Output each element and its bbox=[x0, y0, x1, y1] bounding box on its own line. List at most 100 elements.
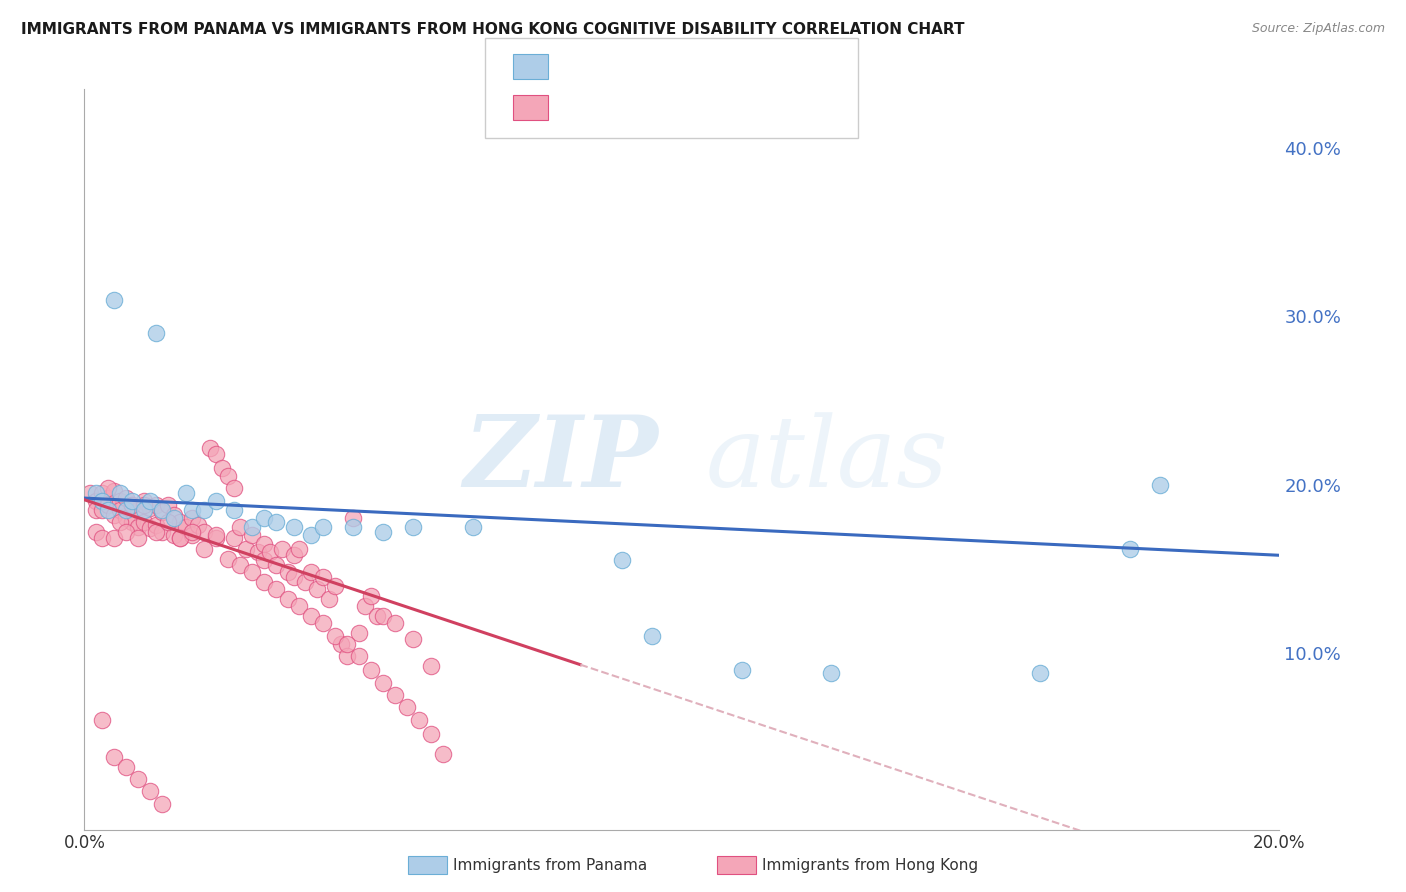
Point bbox=[301, 608, 323, 623]
Point bbox=[612, 553, 634, 567]
Text: -0.546: -0.546 bbox=[598, 100, 652, 115]
Point bbox=[145, 498, 167, 512]
Point bbox=[121, 515, 143, 529]
Point bbox=[103, 508, 125, 522]
Point bbox=[163, 511, 186, 525]
Point bbox=[97, 498, 120, 512]
Point bbox=[288, 599, 311, 613]
Point bbox=[174, 519, 197, 533]
Point bbox=[312, 519, 335, 533]
Text: 111: 111 bbox=[706, 100, 737, 115]
Point bbox=[235, 541, 257, 556]
Point bbox=[253, 575, 276, 590]
Point bbox=[253, 553, 276, 567]
Point bbox=[373, 524, 395, 539]
Text: Immigrants from Hong Kong: Immigrants from Hong Kong bbox=[762, 858, 979, 872]
Point bbox=[373, 608, 395, 623]
Text: R =: R = bbox=[560, 100, 593, 115]
Point bbox=[240, 565, 263, 579]
Point bbox=[240, 528, 263, 542]
Point bbox=[330, 637, 353, 651]
Point bbox=[193, 524, 215, 539]
Point bbox=[253, 511, 276, 525]
Point bbox=[283, 549, 305, 563]
Point bbox=[277, 592, 299, 607]
Point bbox=[127, 503, 149, 517]
Point bbox=[820, 666, 842, 681]
Point bbox=[349, 649, 371, 664]
Point bbox=[139, 784, 162, 798]
Point bbox=[253, 536, 276, 550]
Point bbox=[139, 521, 162, 535]
Point bbox=[420, 659, 443, 673]
Text: Immigrants from Panama: Immigrants from Panama bbox=[453, 858, 647, 872]
Point bbox=[283, 519, 305, 533]
Point bbox=[91, 532, 114, 546]
Point bbox=[181, 503, 204, 517]
Point bbox=[1149, 477, 1171, 491]
Point bbox=[187, 518, 209, 533]
Point bbox=[132, 515, 156, 529]
Point bbox=[283, 570, 305, 584]
Point bbox=[150, 797, 173, 812]
Point bbox=[384, 615, 406, 630]
Point bbox=[169, 532, 191, 546]
Point bbox=[115, 491, 138, 505]
Point bbox=[354, 599, 377, 613]
Point bbox=[115, 511, 138, 525]
Point bbox=[169, 532, 191, 546]
Point bbox=[121, 498, 143, 512]
Point bbox=[641, 629, 664, 643]
Point bbox=[198, 441, 221, 455]
Point bbox=[139, 501, 162, 516]
Point bbox=[121, 498, 143, 512]
Text: -0.148: -0.148 bbox=[598, 59, 652, 74]
Point bbox=[325, 578, 347, 592]
Point bbox=[163, 508, 186, 522]
Point bbox=[301, 528, 323, 542]
Point bbox=[110, 486, 132, 500]
Point bbox=[127, 772, 149, 786]
Point bbox=[157, 498, 180, 512]
Point bbox=[157, 515, 180, 529]
Point bbox=[217, 469, 239, 483]
Point bbox=[259, 545, 281, 559]
Point bbox=[193, 503, 215, 517]
Point bbox=[163, 528, 186, 542]
Point bbox=[402, 632, 425, 647]
Point bbox=[91, 486, 114, 500]
Point bbox=[169, 515, 191, 529]
Point bbox=[121, 494, 143, 508]
Point bbox=[228, 519, 252, 533]
Point bbox=[103, 293, 125, 307]
Point bbox=[205, 528, 228, 542]
Point bbox=[222, 481, 245, 495]
Point bbox=[205, 532, 228, 546]
Point bbox=[312, 570, 335, 584]
Point bbox=[132, 494, 156, 508]
Point bbox=[205, 447, 228, 461]
Point bbox=[342, 511, 364, 525]
Point bbox=[366, 608, 388, 623]
Point bbox=[402, 519, 425, 533]
Point bbox=[288, 541, 311, 556]
Point bbox=[211, 460, 233, 475]
Point bbox=[193, 541, 215, 556]
Point bbox=[174, 486, 197, 500]
Point bbox=[294, 575, 316, 590]
Text: atlas: atlas bbox=[706, 412, 949, 507]
Point bbox=[205, 494, 228, 508]
Point bbox=[145, 326, 167, 341]
Point bbox=[384, 688, 406, 702]
Point bbox=[408, 713, 430, 727]
Point bbox=[301, 565, 323, 579]
Point bbox=[264, 515, 287, 529]
Point bbox=[312, 615, 335, 630]
Point bbox=[115, 760, 138, 774]
Point bbox=[86, 524, 108, 539]
Point bbox=[420, 726, 443, 740]
Point bbox=[91, 503, 114, 517]
Point bbox=[145, 524, 167, 539]
Point bbox=[132, 498, 156, 512]
Point bbox=[97, 491, 120, 505]
